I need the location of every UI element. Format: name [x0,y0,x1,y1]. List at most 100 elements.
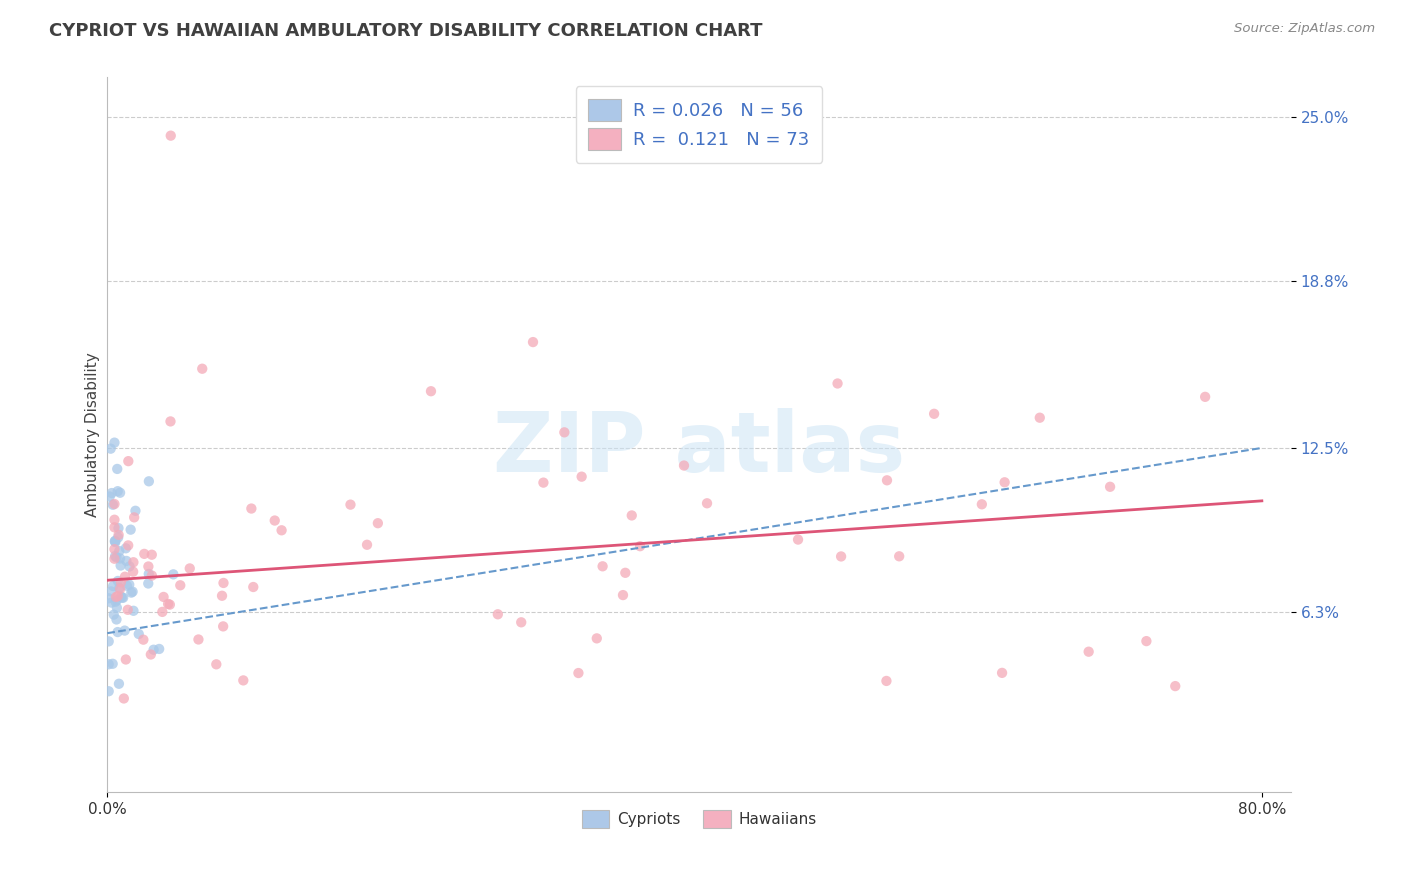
Point [111,591,134,605]
Point [628,539,651,553]
Point [104,549,127,563]
Legend: Cypriots, Hawaiians: Cypriots, Hawaiians [575,804,823,834]
Point [620,508,643,523]
Text: ZIP atlas: ZIP atlas [494,409,905,490]
Point [159,414,181,428]
Point [108,485,131,500]
Point [970,497,993,511]
Point [122,555,145,569]
Point [104,535,127,549]
Point [1029,410,1052,425]
Point [142,642,165,657]
Point [107,484,129,499]
Text: CYPRIOT VS HAWAIIAN AMBULATORY DISABILITY CORRELATION CHART: CYPRIOT VS HAWAIIAN AMBULATORY DISABILIT… [49,22,762,40]
Point [117,454,139,468]
Point [191,361,214,376]
Point [531,475,554,490]
Point [112,691,135,706]
Point [105,590,128,604]
Point [889,549,911,564]
Point [118,577,141,591]
Point [103,497,125,511]
Point [117,603,139,617]
Point [367,516,389,531]
Point [117,538,139,552]
Point [97,634,120,648]
Point [1164,679,1187,693]
Point [830,549,852,564]
Point [157,597,180,611]
Point [103,520,125,534]
Point [571,469,593,483]
Point [612,588,634,602]
Point [105,550,128,565]
Point [101,657,124,671]
Point [420,384,443,399]
Point [115,652,138,666]
Point [104,533,127,548]
Point [115,579,138,593]
Point [696,496,718,510]
Point [122,510,145,524]
Point [592,559,614,574]
Point [139,648,162,662]
Point [100,584,122,599]
Point [122,604,145,618]
Point [108,551,131,566]
Point [150,605,173,619]
Point [105,462,128,476]
Point [115,554,138,568]
Point [827,376,849,391]
Point [159,128,181,143]
Point [97,657,120,672]
Point [120,523,142,537]
Point [141,568,163,582]
Text: Source: ZipAtlas.com: Source: ZipAtlas.com [1234,22,1375,36]
Point [1099,480,1122,494]
Point [101,498,124,512]
Point [101,579,124,593]
Point [108,677,131,691]
Point [553,425,575,440]
Point [212,576,235,591]
Point [141,548,163,562]
Point [121,584,143,599]
Point [108,544,131,558]
Point [114,541,136,556]
Point [122,565,145,579]
Point [179,561,201,575]
Point [107,589,129,603]
Point [110,575,132,590]
Point [232,673,254,688]
Point [875,673,897,688]
Point [211,589,233,603]
Point [159,598,181,612]
Point [103,435,125,450]
Point [148,642,170,657]
Point [107,528,129,542]
Point [136,576,159,591]
Point [585,632,607,646]
Point [103,551,125,566]
Point [138,475,160,489]
Point [132,632,155,647]
Point [240,501,263,516]
Point [98,490,121,504]
Point [242,580,264,594]
Point [922,407,945,421]
Point [105,600,128,615]
Point [169,578,191,592]
Point [1135,634,1157,648]
Point [162,567,184,582]
Point [114,624,136,638]
Point [112,591,135,605]
Point [107,574,129,588]
Point [107,531,129,545]
Point [100,442,122,456]
Point [110,558,132,573]
Point [118,559,141,574]
Point [97,591,120,606]
Point [1194,390,1216,404]
Point [187,632,209,647]
Point [991,665,1014,680]
